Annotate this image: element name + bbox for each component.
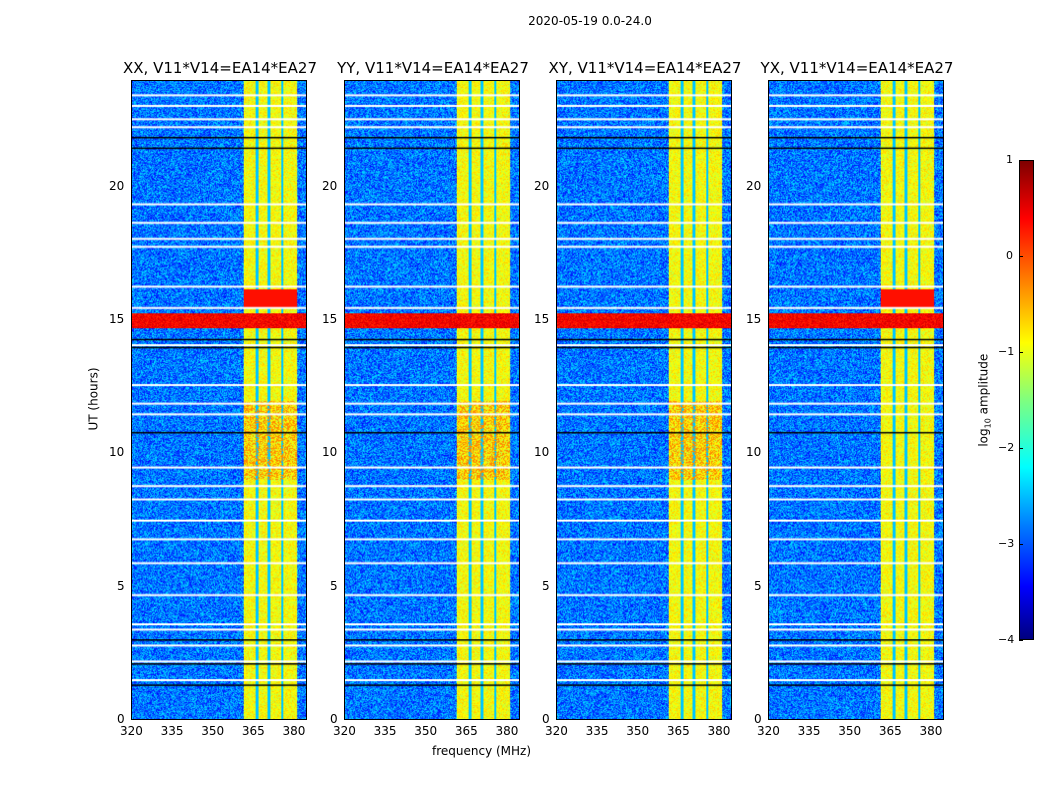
y-tick-label: 0	[754, 712, 762, 726]
colorbar-tick-label: 1	[1006, 153, 1013, 166]
x-tick-label: 320	[333, 724, 356, 738]
heatmap-panel: YY, V11*V14=EA14*EA27	[337, 59, 529, 720]
x-tick-label: 380	[282, 724, 306, 738]
x-tick-label: 320	[757, 724, 780, 738]
x-tick-label: 335	[797, 724, 821, 738]
y-tick-label: 20	[109, 178, 125, 193]
colorbar-tick-label: −4	[998, 633, 1015, 646]
x-tick-label: 365	[241, 724, 265, 738]
y-tick-label: 15	[534, 312, 550, 326]
heatmap-canvas	[557, 81, 731, 719]
y-tick-label: 15	[109, 312, 125, 326]
x-tick-label: 320	[545, 724, 568, 738]
y-tick-label: 5	[330, 578, 338, 593]
y-tick-label: 15	[322, 312, 338, 326]
x-tick-label: 335	[160, 724, 184, 738]
y-tick-label: 10	[746, 445, 762, 460]
colorbar	[1019, 160, 1034, 640]
heatmap-canvas	[132, 81, 306, 719]
y-tick-label: 5	[117, 578, 125, 593]
panel-title: YX, V11*V14=EA14*EA27	[760, 59, 954, 77]
heatmap-panel: YX, V11*V14=EA14*EA27	[761, 59, 953, 720]
y-tick-label: 10	[109, 445, 125, 460]
colorbar-tick-label: −2	[998, 441, 1015, 454]
y-tick-label: 5	[754, 578, 762, 593]
colorbar-tick-label: −1	[998, 345, 1015, 358]
colorbar-tick	[1019, 256, 1023, 257]
heatmap-panel: XY, V11*V14=EA14*EA27	[549, 59, 741, 720]
colorbar-tick-label: −3	[998, 537, 1015, 550]
x-tick-label: 380	[495, 724, 519, 738]
x-tick-label: 380	[919, 724, 943, 738]
colorbar-tick	[1019, 160, 1023, 161]
y-tick-label: 0	[330, 712, 338, 726]
y-tick-label: 0	[542, 712, 550, 726]
x-tick-label: 350	[414, 724, 438, 738]
colorbar-tick	[1019, 448, 1023, 449]
x-tick-label: 365	[454, 724, 478, 738]
colorbar-tick	[1019, 352, 1023, 353]
x-tick-label: 365	[666, 724, 690, 738]
y-tick-label: 0	[117, 712, 125, 726]
x-tick-label: 380	[707, 724, 731, 738]
panel-title: YY, V11*V14=EA14*EA27	[337, 59, 529, 77]
y-tick-label: 10	[322, 445, 338, 460]
x-tick-label: 320	[120, 724, 143, 738]
y-tick-label: 20	[322, 178, 338, 193]
figure-title: 2020-05-19 0.0-24.0	[528, 14, 652, 28]
colorbar-label: log10 amplitude	[976, 353, 993, 447]
y-tick-label: 10	[534, 445, 550, 460]
panel-title: XX, V11*V14=EA14*EA27	[122, 59, 317, 77]
x-tick-label: 335	[373, 724, 397, 738]
y-tick-label: 20	[746, 178, 762, 193]
y-tick-label: 20	[534, 178, 550, 193]
heatmap-canvas	[769, 81, 943, 719]
y-tick-label: 15	[746, 312, 762, 326]
x-tick-label: 335	[585, 724, 609, 738]
panel-title: XY, V11*V14=EA14*EA27	[548, 59, 742, 77]
x-axis-label: frequency (MHz)	[432, 744, 532, 758]
colorbar-tick	[1019, 640, 1023, 641]
x-tick-label: 350	[838, 724, 862, 738]
colorbar-tick-label: 0	[1006, 249, 1013, 262]
y-axis-label: UT (hours)	[86, 367, 101, 431]
heatmap-canvas	[345, 81, 519, 719]
y-tick-label: 5	[542, 578, 550, 593]
x-tick-label: 365	[878, 724, 902, 738]
x-tick-label: 350	[626, 724, 650, 738]
colorbar-tick	[1019, 544, 1023, 545]
heatmap-panel: XX, V11*V14=EA14*EA27	[123, 59, 317, 720]
x-tick-label: 350	[201, 724, 225, 738]
